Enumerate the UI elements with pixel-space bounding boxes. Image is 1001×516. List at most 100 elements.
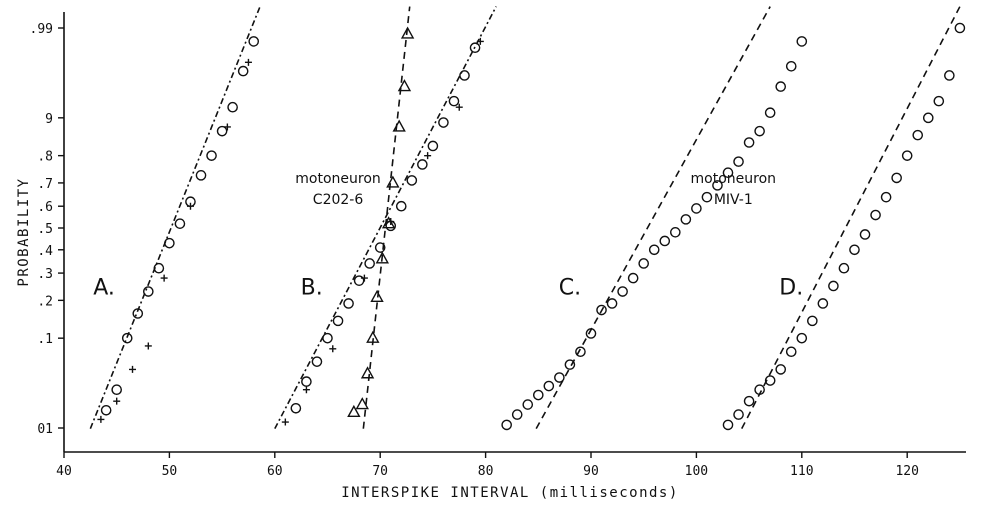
fit-lines: [89, 6, 961, 430]
panel-label: D.: [779, 275, 803, 300]
triangle-marker: [347, 404, 361, 418]
circle-marker: [775, 81, 787, 92]
circle-marker: [722, 167, 734, 178]
fit-line: [741, 6, 961, 430]
plus-marker: [329, 345, 337, 353]
circle-marker: [121, 332, 133, 344]
annotation-label: MIV-1: [714, 192, 753, 208]
circle-marker: [712, 180, 723, 191]
circle-marker: [954, 22, 966, 34]
circle-marker: [206, 150, 217, 161]
x-tick-label: 70: [372, 464, 388, 479]
annotation-label: C202-6: [313, 192, 364, 208]
triangle-marker: [370, 289, 384, 303]
circle-marker: [311, 356, 323, 367]
circle-marker: [775, 364, 787, 375]
panel-label: A.: [93, 275, 115, 300]
circle-marker: [933, 95, 945, 107]
circle-marker: [764, 107, 776, 119]
circle-marker: [849, 244, 860, 256]
circle-marker: [912, 129, 924, 141]
x-tick-label: 40: [56, 464, 72, 479]
circle-marker: [501, 419, 512, 431]
circle-marker: [754, 384, 765, 395]
axes: [63, 12, 966, 453]
annotations: motoneuron C202-6 motoneuron MIV-1: [295, 171, 776, 208]
circle-marker: [754, 125, 765, 137]
y-axis-title: PROBABILITY: [16, 177, 32, 286]
y-tick-label: .6: [37, 200, 53, 215]
circle-marker: [901, 150, 913, 161]
triangle-marker: [360, 366, 375, 379]
circle-marker: [143, 286, 154, 297]
y-tick-label: .7: [37, 177, 53, 192]
circle-marker: [880, 191, 892, 203]
circle-marker: [111, 384, 122, 395]
annotation-label: motoneuron: [691, 171, 777, 187]
circle-marker: [870, 209, 881, 221]
circle-marker: [248, 36, 260, 47]
circle-marker: [216, 125, 228, 137]
plus-marker: [144, 342, 152, 350]
circle-marker: [764, 375, 776, 386]
circle-marker: [100, 404, 112, 416]
circle-marker: [438, 117, 449, 128]
circle-marker: [670, 227, 681, 238]
y-tick-label: .1: [37, 332, 53, 347]
fit-line: [535, 6, 771, 430]
triangle-marker: [400, 26, 415, 39]
circle-marker: [406, 175, 418, 186]
x-tick-label: 60: [267, 464, 283, 479]
circle-marker: [743, 395, 755, 407]
panel-label: B.: [301, 275, 323, 300]
triangle-marker: [355, 397, 369, 410]
y-tick-label: 9: [45, 112, 53, 127]
plus-marker: [97, 415, 105, 423]
triangle-marker: [386, 175, 400, 188]
x-tick-label: 80: [478, 464, 494, 479]
circle-marker: [195, 170, 207, 181]
x-tick-label: 50: [162, 464, 178, 479]
plus-marker: [129, 365, 137, 373]
plus-marker: [244, 58, 252, 66]
circle-marker: [859, 229, 871, 240]
circle-marker: [332, 315, 344, 327]
circle-marker: [680, 214, 692, 225]
plus-marker: [360, 274, 368, 282]
x-tick-label: 110: [790, 464, 813, 479]
y-tick-label: .4: [37, 244, 53, 259]
circle-marker: [828, 280, 839, 292]
circle-marker: [543, 380, 555, 392]
y-tick-label: .3: [37, 267, 53, 282]
circle-marker: [733, 409, 744, 420]
triangle-marker: [375, 251, 389, 264]
circle-marker: [290, 402, 302, 414]
x-axis-title: INTERSPIKE INTERVAL (milliseconds): [341, 485, 679, 501]
circle-marker: [785, 61, 797, 72]
circle-marker: [343, 298, 354, 309]
fit-line: [89, 6, 261, 429]
y-tick-label: .2: [37, 294, 53, 309]
circle-marker: [785, 346, 797, 358]
circle-marker: [322, 332, 333, 344]
y-tick-label: .99: [30, 22, 53, 37]
circle-marker: [648, 244, 660, 256]
circle-marker: [227, 101, 238, 113]
circle-marker: [164, 237, 175, 249]
circle-marker: [469, 42, 481, 54]
circle-marker: [743, 137, 755, 148]
plus-marker: [186, 202, 194, 210]
fit-line: [274, 6, 497, 430]
circle-marker: [838, 262, 850, 274]
y-tick-label: .5: [37, 222, 53, 237]
plus-marker: [476, 37, 484, 45]
plus-marker: [160, 274, 168, 282]
plus-marker: [424, 152, 432, 160]
circle-marker: [153, 262, 165, 274]
circle-marker: [459, 70, 470, 81]
data-markers: [97, 22, 966, 431]
plus-marker: [223, 123, 231, 131]
circle-marker: [554, 372, 565, 383]
y-ticks: 01 .1 .2 .3 .4 .5 .6 .7 .8 9 .99: [30, 22, 64, 437]
